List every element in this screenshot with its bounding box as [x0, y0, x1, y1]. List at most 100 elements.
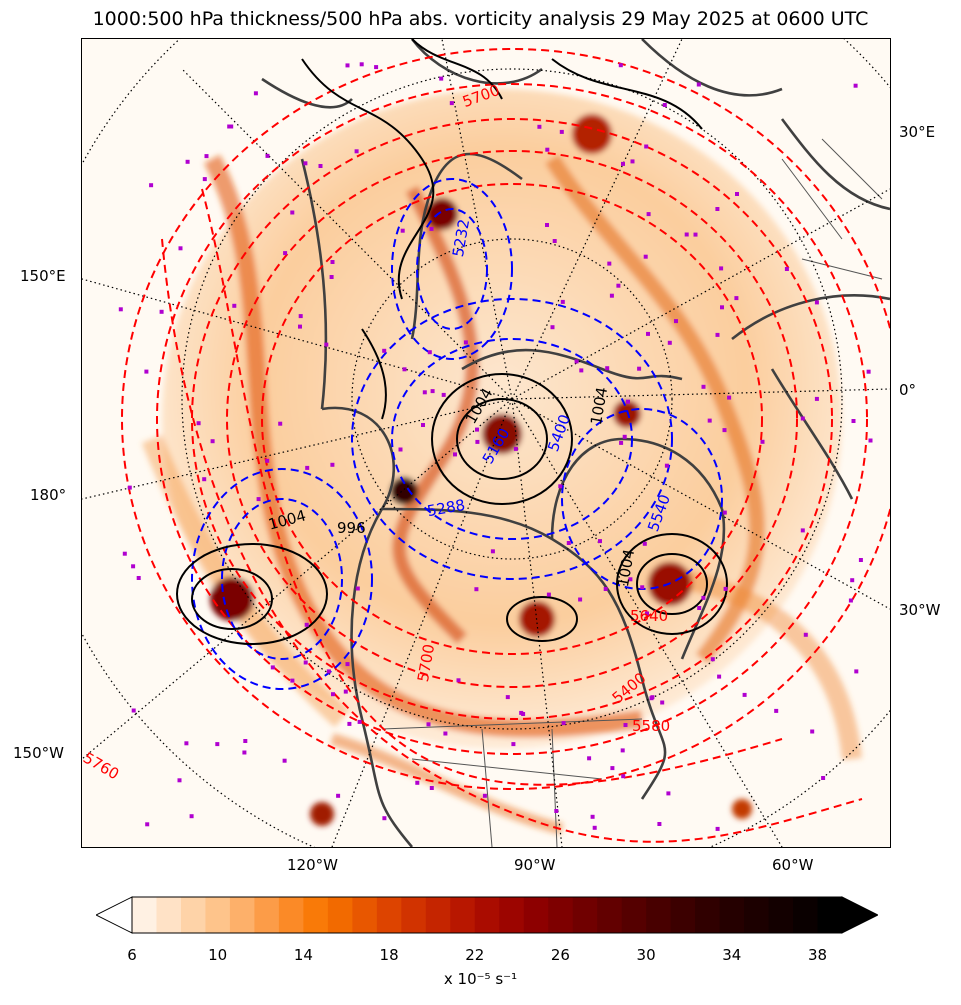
- station-marker: [637, 366, 642, 371]
- station-marker: [127, 485, 132, 490]
- station-marker: [719, 266, 724, 271]
- station-marker: [204, 154, 209, 159]
- station-marker: [810, 729, 815, 734]
- map-panel: 5700 5400 5580 5760 5700 5640 5288 5540 …: [81, 38, 891, 848]
- station-marker: [720, 305, 724, 310]
- station-marker: [621, 774, 626, 779]
- station-marker: [290, 678, 295, 683]
- station-marker: [324, 342, 329, 347]
- station-marker: [598, 539, 602, 544]
- station-marker: [330, 462, 335, 467]
- station-marker: [774, 708, 779, 713]
- station-marker: [800, 416, 805, 421]
- colorbar-bin: [572, 897, 598, 933]
- station-marker: [723, 586, 728, 591]
- station-marker: [605, 366, 610, 371]
- station-marker: [278, 421, 283, 426]
- station-marker: [646, 212, 651, 217]
- thickness-label: 5640: [630, 607, 669, 625]
- colorbar-bin: [768, 897, 794, 933]
- colorbar: [96, 895, 878, 935]
- station-marker: [554, 809, 559, 813]
- station-marker: [298, 324, 302, 329]
- station-marker: [559, 129, 564, 134]
- station-marker: [490, 549, 495, 554]
- colorbar-tick-label: 10: [208, 946, 228, 964]
- station-marker: [851, 419, 856, 423]
- colorbar-bin: [523, 897, 549, 933]
- station-marker: [265, 458, 270, 463]
- station-marker: [642, 541, 647, 546]
- station-marker: [848, 598, 853, 603]
- station-marker: [382, 816, 387, 821]
- station-marker: [742, 692, 747, 697]
- station-marker: [735, 192, 739, 196]
- thickness-label: 5580: [632, 717, 671, 735]
- station-marker: [122, 551, 127, 556]
- station-marker: [256, 497, 261, 502]
- station-marker: [853, 83, 858, 88]
- colorbar-bin: [278, 897, 304, 933]
- colorbar-tick-label: 14: [293, 946, 313, 964]
- station-marker: [400, 228, 405, 233]
- station-marker: [628, 577, 633, 582]
- station-marker: [618, 63, 623, 68]
- station-marker: [715, 332, 720, 337]
- colorbar-bin: [817, 897, 843, 933]
- station-marker: [118, 307, 123, 312]
- colorbar-bin: [425, 897, 451, 933]
- station-marker: [210, 439, 215, 444]
- station-marker: [215, 742, 220, 747]
- station-marker: [398, 447, 403, 452]
- station-marker: [463, 340, 468, 345]
- station-marker: [657, 822, 662, 826]
- station-marker: [545, 223, 549, 227]
- colorbar-bin: [719, 897, 745, 933]
- station-marker: [622, 434, 627, 439]
- station-marker: [866, 369, 871, 374]
- station-marker: [646, 331, 650, 336]
- station-marker: [701, 595, 706, 600]
- station-marker: [674, 319, 678, 324]
- station-marker: [427, 350, 432, 355]
- colorbar-bin: [670, 897, 696, 933]
- station-marker: [850, 578, 855, 583]
- station-marker: [821, 776, 826, 780]
- station-marker: [145, 822, 150, 827]
- station-marker: [439, 76, 444, 81]
- colorbar-scale: [96, 896, 878, 934]
- colorbar-bin: [401, 897, 427, 933]
- colorbar-bin: [646, 897, 672, 933]
- station-marker: [422, 390, 427, 395]
- station-marker: [456, 678, 461, 683]
- station-marker: [131, 564, 136, 569]
- station-marker: [232, 303, 237, 308]
- station-marker: [189, 814, 194, 819]
- colorbar-bin: [621, 897, 647, 933]
- graticule-label: 180°: [30, 486, 67, 504]
- station-marker: [184, 741, 189, 746]
- station-marker: [803, 632, 808, 637]
- station-marker: [283, 251, 288, 256]
- colorbar-over-arrow: [841, 896, 878, 934]
- country-borders: [381, 138, 883, 847]
- station-marker: [330, 260, 335, 264]
- station-marker: [270, 665, 275, 670]
- colorbar-bin: [180, 897, 207, 933]
- colorbar-bin: [499, 897, 525, 933]
- colorbar-bin: [254, 897, 280, 933]
- station-marker: [242, 750, 247, 755]
- station-marker: [253, 91, 258, 96]
- station-marker: [415, 780, 420, 785]
- station-marker: [511, 742, 516, 747]
- station-marker: [449, 101, 454, 106]
- graticule-label: 0°: [899, 381, 917, 399]
- station-marker: [357, 719, 362, 724]
- station-marker: [616, 283, 621, 288]
- station-marker: [290, 210, 295, 215]
- station-marker: [552, 239, 557, 243]
- station-marker: [590, 814, 595, 819]
- station-marker: [587, 756, 592, 761]
- graticule-label: 30°W: [899, 601, 941, 619]
- station-marker: [453, 452, 457, 457]
